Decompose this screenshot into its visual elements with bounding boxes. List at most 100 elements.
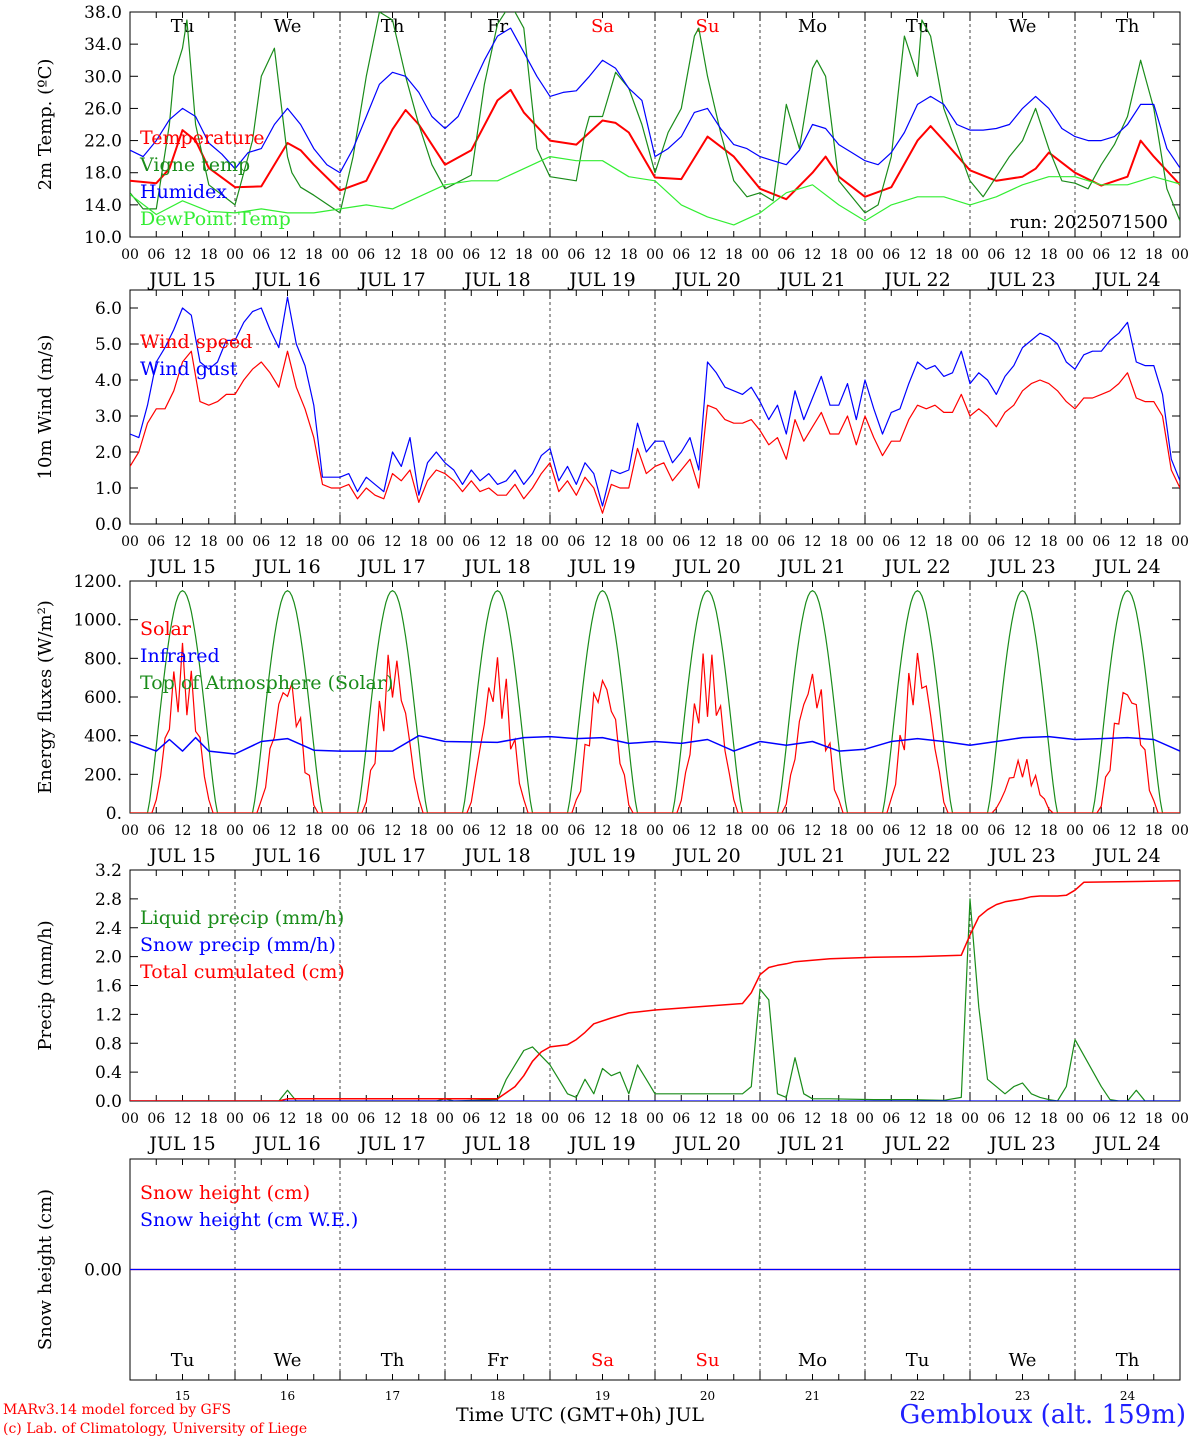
model-credit-line: MARv3.14 model forced by GFS [3,1402,232,1418]
temperature-y-tick-label: 30.0 [84,67,122,87]
precip-hour-label: 12 [489,1111,507,1127]
precip-y-tick-label: 0.0 [95,1092,122,1112]
temperature-hour-label: 12 [909,247,927,263]
energy-hour-label: 06 [567,823,585,839]
precip-hour-label: 00 [1066,1111,1084,1127]
wind-date-label: JUL 21 [777,556,845,578]
energy-series-group [130,590,1180,813]
wind-hour-label: 06 [1092,534,1110,550]
snow-weekday-label: Fr [487,1350,508,1371]
energy-hour-label: 12 [804,823,822,839]
temperature-date-label: JUL 15 [147,269,215,291]
temperature-hour-label: 18 [620,247,638,263]
energy-hour-label: 00 [541,823,559,839]
temperature-hour-label: 12 [174,247,192,263]
precip-date-label: JUL 16 [252,1133,320,1155]
snow-y-tick-label: 0.00 [84,1261,122,1281]
wind-y-tick-label: 5.0 [95,335,122,355]
energy-y-tick-label: 1200. [73,572,122,592]
wind-hour-label: 00 [961,534,979,550]
precip-date-label: JUL 18 [462,1133,530,1155]
temperature-legend-item: Vigne temp [139,154,250,176]
wind-legend-item: Wind speed [140,331,252,353]
wind-date-label: JUL 15 [147,556,215,578]
wind-date-label: JUL 16 [252,556,320,578]
temperature-hour-label: 00 [751,247,769,263]
precip-y-tick-label: 1.2 [95,1005,122,1025]
precip-y-tick-label: 2.0 [95,948,122,968]
wind-hour-label: 06 [882,534,900,550]
wind-hour-label: 06 [777,534,795,550]
weekday-label: We [274,16,302,37]
energy-hour-label: 18 [410,823,428,839]
precip-hour-label: 00 [856,1111,874,1127]
temperature-hour-label: 18 [515,247,533,263]
energy-hour-label: 06 [357,823,375,839]
snow-weekday-label: Mo [798,1350,827,1371]
wind-hour-label: 12 [279,534,297,550]
energy-hour-label: 12 [279,823,297,839]
precip-hour-label: 12 [909,1111,927,1127]
snow-weekday-label: Su [696,1350,720,1371]
wind-hour-label: 06 [672,534,690,550]
snow-weekday-label: Th [381,1350,405,1371]
energy-date-label: JUL 24 [1092,845,1160,867]
temperature-hour-label: 06 [147,247,165,263]
energy-hour-label: 00 [121,823,139,839]
precip-hour-label: 00 [436,1111,454,1127]
energy-hour-label: 06 [882,823,900,839]
snow-day-number: 15 [175,1389,190,1403]
temperature-hour-label: 06 [462,247,480,263]
wind-hour-label: 12 [1119,534,1137,550]
weekday-label: Sa [591,16,614,37]
energy-hour-label: 18 [620,823,638,839]
wind-hour-label: 12 [909,534,927,550]
temperature-hour-label: 06 [672,247,690,263]
temperature-frame [129,11,1181,238]
wind-hour-label: 00 [1066,534,1084,550]
precip-hour-label: 00 [751,1111,769,1127]
energy-hour-label: 06 [777,823,795,839]
wind-hour-label: 12 [594,534,612,550]
precip-hour-label: 00 [226,1111,244,1127]
precip-hour-label: 06 [147,1111,165,1127]
temperature-date-label: JUL 17 [357,269,425,291]
weekday-label: Th [1116,16,1140,37]
precip-hour-label: 18 [830,1111,848,1127]
wind-hour-label: 00 [331,534,349,550]
energy-hour-label: 00 [856,823,874,839]
energy-hour-label: 12 [174,823,192,839]
temperature-y-tick-label: 10.0 [84,228,122,248]
wind-panel: 0.0 1.0 2.0 3.0 4.0 5.0 6.0 10m Wind (m/s) 00 06 1… [35,289,1189,578]
temperature-date-label: JUL 20 [672,269,740,291]
wind-date-label: JUL 23 [987,556,1055,578]
precip-hour-label: 12 [699,1111,717,1127]
energy-hour-label: 00 [751,823,769,839]
weekday-label: Tu [906,16,930,37]
snow-day-number: 20 [700,1389,715,1403]
energy-hour-label: 12 [384,823,402,839]
temperature-y-tick-label: 18.0 [84,164,122,184]
snow-weekday-label: Tu [906,1350,930,1371]
weekday-label: We [1009,16,1037,37]
temperature-hour-label: 00 [856,247,874,263]
energy-series-solar [130,642,1180,813]
energy-hour-label: 18 [305,823,323,839]
snow-day-number: 16 [280,1389,295,1403]
temperature-hour-label: 00 [1066,247,1084,263]
wind-hour-label: 18 [725,534,743,550]
wind-hour-label: 18 [830,534,848,550]
energy-legend-item: Solar [140,618,192,640]
precip-hour-label: 18 [1145,1111,1163,1127]
energy-hour-label: 18 [725,823,743,839]
weekday-label: Tu [171,16,195,37]
energy-hour-label: 06 [1092,823,1110,839]
wind-hour-label: 00 [121,534,139,550]
energy-series-infrared [130,734,1180,755]
precip-hour-label: 06 [1092,1111,1110,1127]
temperature-y-tick-label: 26.0 [84,99,122,119]
precip-hour-label: 06 [882,1111,900,1127]
energy-hour-label: 12 [1119,823,1137,839]
wind-y-tick-label: 2.0 [95,443,122,463]
energy-hour-label: 00 [331,823,349,839]
